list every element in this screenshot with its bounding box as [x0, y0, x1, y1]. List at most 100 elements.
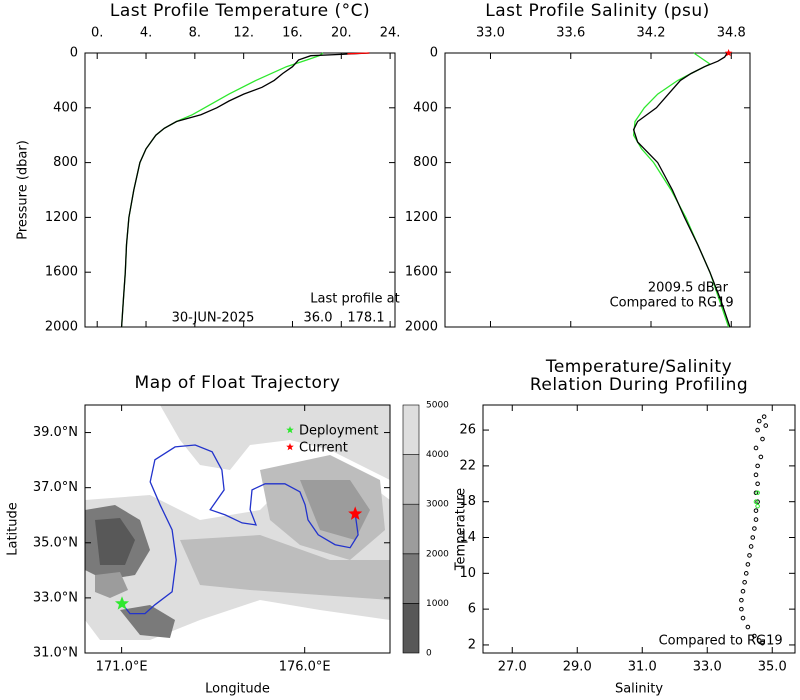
- x-tick-label: 171.0°E: [96, 660, 148, 675]
- y-tick-label: 18: [459, 494, 476, 509]
- y-tick-label: 1600: [45, 265, 78, 280]
- annotation: 2009.5 dBar: [648, 281, 729, 296]
- plot-frame: [444, 52, 751, 328]
- scatter-point: [755, 427, 760, 433]
- annotation: RG19: [698, 296, 734, 311]
- colorbar-label: 3000: [426, 500, 449, 510]
- legend-label: Current: [299, 441, 348, 456]
- annotation: 30-JUN-2025: [172, 311, 255, 326]
- chart-title: Relation During Profiling: [530, 375, 748, 395]
- position-marker: [114, 596, 130, 610]
- chart-title: Last Profile Temperature (°C): [110, 1, 370, 21]
- y-tick-label: 14: [459, 530, 476, 545]
- x-tick-label: 176.0°E: [279, 660, 331, 675]
- y-tick-label: 37.0°N: [33, 480, 78, 495]
- legend-label: Deployment: [299, 424, 379, 439]
- x-tick-label: 8.: [189, 26, 201, 41]
- scatter-point: [750, 535, 756, 540]
- y-tick-label: 2000: [405, 320, 438, 335]
- profile-line: [120, 52, 324, 328]
- scatter-point: [745, 624, 751, 630]
- profile-line: [347, 52, 370, 55]
- x-tick-label: 4.: [140, 26, 152, 41]
- annotation: Compared to: [659, 634, 743, 649]
- legend-symbol: [286, 443, 294, 451]
- x-tick-label: 16.: [282, 26, 303, 41]
- x-tick-label: 27.0: [498, 660, 527, 675]
- chart-title: Last Profile Salinity (psu): [485, 1, 710, 21]
- y-tick-label: 22: [459, 458, 476, 473]
- y-tick-label: 0: [70, 46, 78, 61]
- scatter-point: [755, 499, 760, 504]
- scatter-point: [758, 454, 764, 460]
- chart-title: Map of Float Trajectory: [135, 373, 341, 393]
- x-tick-label: 20.: [331, 26, 352, 41]
- x-tick-label: 34.2: [637, 26, 666, 41]
- scatter-point: [753, 445, 759, 451]
- y-tick-label: 800: [53, 155, 78, 170]
- plot-frame: [84, 404, 391, 654]
- scatter-point: [740, 588, 746, 594]
- y-tick-label: 400: [413, 100, 438, 115]
- annotation: Last profile at: [310, 292, 399, 307]
- colorbar-label: 2000: [426, 549, 449, 559]
- y-axis-label: Temperature: [454, 488, 469, 571]
- scatter-point: [748, 544, 754, 549]
- y-axis-label: Pressure (dbar): [16, 140, 31, 240]
- scatter-point: [755, 481, 760, 487]
- colorbar-bin: [402, 603, 420, 654]
- y-tick-label: 2: [468, 637, 476, 652]
- profile-line: [120, 52, 370, 328]
- scatter-point: [753, 499, 759, 504]
- y-tick-label: 1600: [405, 265, 438, 280]
- y-tick-label: 31.0°N: [33, 646, 78, 661]
- y-tick-label: 400: [53, 100, 78, 115]
- y-tick-label: 6: [468, 602, 476, 617]
- annotation: 178.1: [347, 311, 384, 326]
- y-tick-label: 10: [459, 566, 476, 581]
- colorbar-label: 5000: [426, 401, 449, 411]
- scatter-point: [743, 571, 749, 576]
- plot-frame: [84, 52, 396, 328]
- scatter-point: [753, 472, 759, 478]
- profile-line: [632, 52, 731, 328]
- scatter-point: [755, 463, 760, 469]
- x-tick-label: 0.: [91, 26, 103, 41]
- position-marker: [348, 506, 363, 520]
- scatter-point: [739, 606, 744, 612]
- scatter-point: [745, 562, 751, 567]
- y-tick-label: 39.0°N: [33, 425, 78, 440]
- x-tick-label: 33.0: [476, 26, 505, 41]
- y-tick-label: 26: [459, 423, 476, 438]
- y-tick-label: 1200: [45, 210, 78, 225]
- scatter-point: [755, 490, 760, 496]
- colorbar-label: 4000: [426, 450, 449, 460]
- colorbar-bin: [402, 404, 420, 455]
- scatter-point: [753, 490, 759, 496]
- colorbar-bin: [402, 553, 420, 604]
- x-tick-label: 33.6: [556, 26, 585, 41]
- x-axis-label: Longitude: [205, 682, 270, 697]
- y-tick-label: 33.0°N: [33, 590, 78, 605]
- scatter-point: [755, 503, 760, 509]
- scatter-point: [763, 423, 769, 428]
- x-axis-label: Salinity: [615, 682, 663, 697]
- x-tick-label: 12.: [233, 26, 254, 41]
- y-tick-label: 800: [413, 155, 438, 170]
- bathymetry: [85, 405, 390, 640]
- y-axis-label: Latitude: [6, 502, 21, 556]
- scatter-point: [740, 615, 746, 621]
- annotation: 36.0: [304, 311, 333, 326]
- colorbar-label: 1000: [426, 599, 449, 609]
- chart-title: Temperature/Salinity: [545, 357, 732, 377]
- scatter-point: [752, 526, 757, 531]
- scatter-point: [756, 418, 762, 424]
- scatter-point: [760, 640, 765, 646]
- scatter-point: [756, 638, 762, 643]
- x-tick-label: 24.: [380, 26, 401, 41]
- scatter-point: [739, 597, 744, 603]
- y-tick-label: 2000: [45, 320, 78, 335]
- scatter-point: [742, 579, 747, 585]
- y-tick-label: 0: [430, 46, 438, 61]
- surface-marker: [724, 49, 733, 57]
